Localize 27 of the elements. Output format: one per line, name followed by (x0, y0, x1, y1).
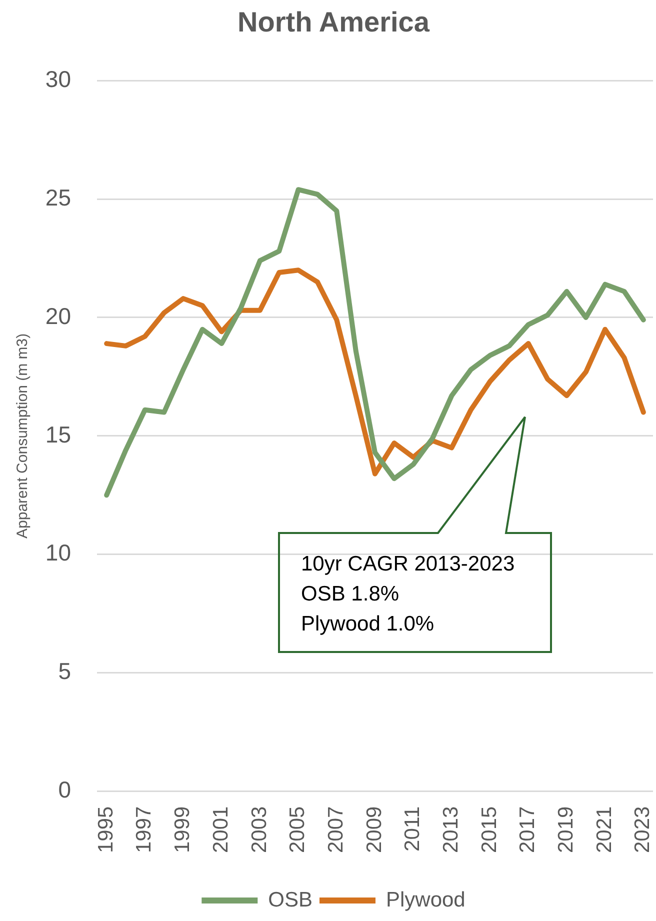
x-tick-label: 2005 (286, 806, 310, 853)
x-tick-label: 1997 (132, 806, 156, 853)
y-tick-label: 30 (45, 66, 71, 92)
x-tick-label: 2019 (554, 806, 578, 853)
y-tick-label: 25 (45, 184, 71, 210)
x-tick-label: 2001 (209, 806, 232, 853)
y-axis-title: Apparent Consumption (m m3) (14, 333, 32, 538)
x-tick-label: 2003 (248, 806, 271, 853)
x-tick-label: 2021 (592, 806, 616, 853)
x-tick-label: 2023 (631, 806, 654, 853)
x-tick-label: 1995 (94, 806, 118, 853)
x-tick-label: 2011 (401, 806, 424, 852)
y-tick-label: 5 (58, 658, 71, 684)
chart-title: North America (238, 6, 430, 38)
legend-label: OSB (268, 888, 312, 912)
x-tick-label: 2013 (439, 806, 462, 853)
x-tick-label: 2009 (362, 806, 386, 853)
x-tick-label: 1999 (171, 806, 194, 853)
y-tick-label: 15 (45, 421, 71, 448)
y-tick-label: 20 (45, 302, 71, 329)
annotation: 10yr CAGR 2013-2023 OSB 1.8% Plywood 1.0% (301, 552, 515, 636)
x-tick-label: 2015 (478, 806, 501, 853)
x-tick-label: 2007 (324, 806, 348, 853)
y-tick-label: 10 (45, 540, 71, 566)
y-tick-label: 0 (58, 776, 71, 803)
legend-label: Plywood (386, 888, 466, 912)
x-tick-label: 2017 (516, 806, 540, 853)
